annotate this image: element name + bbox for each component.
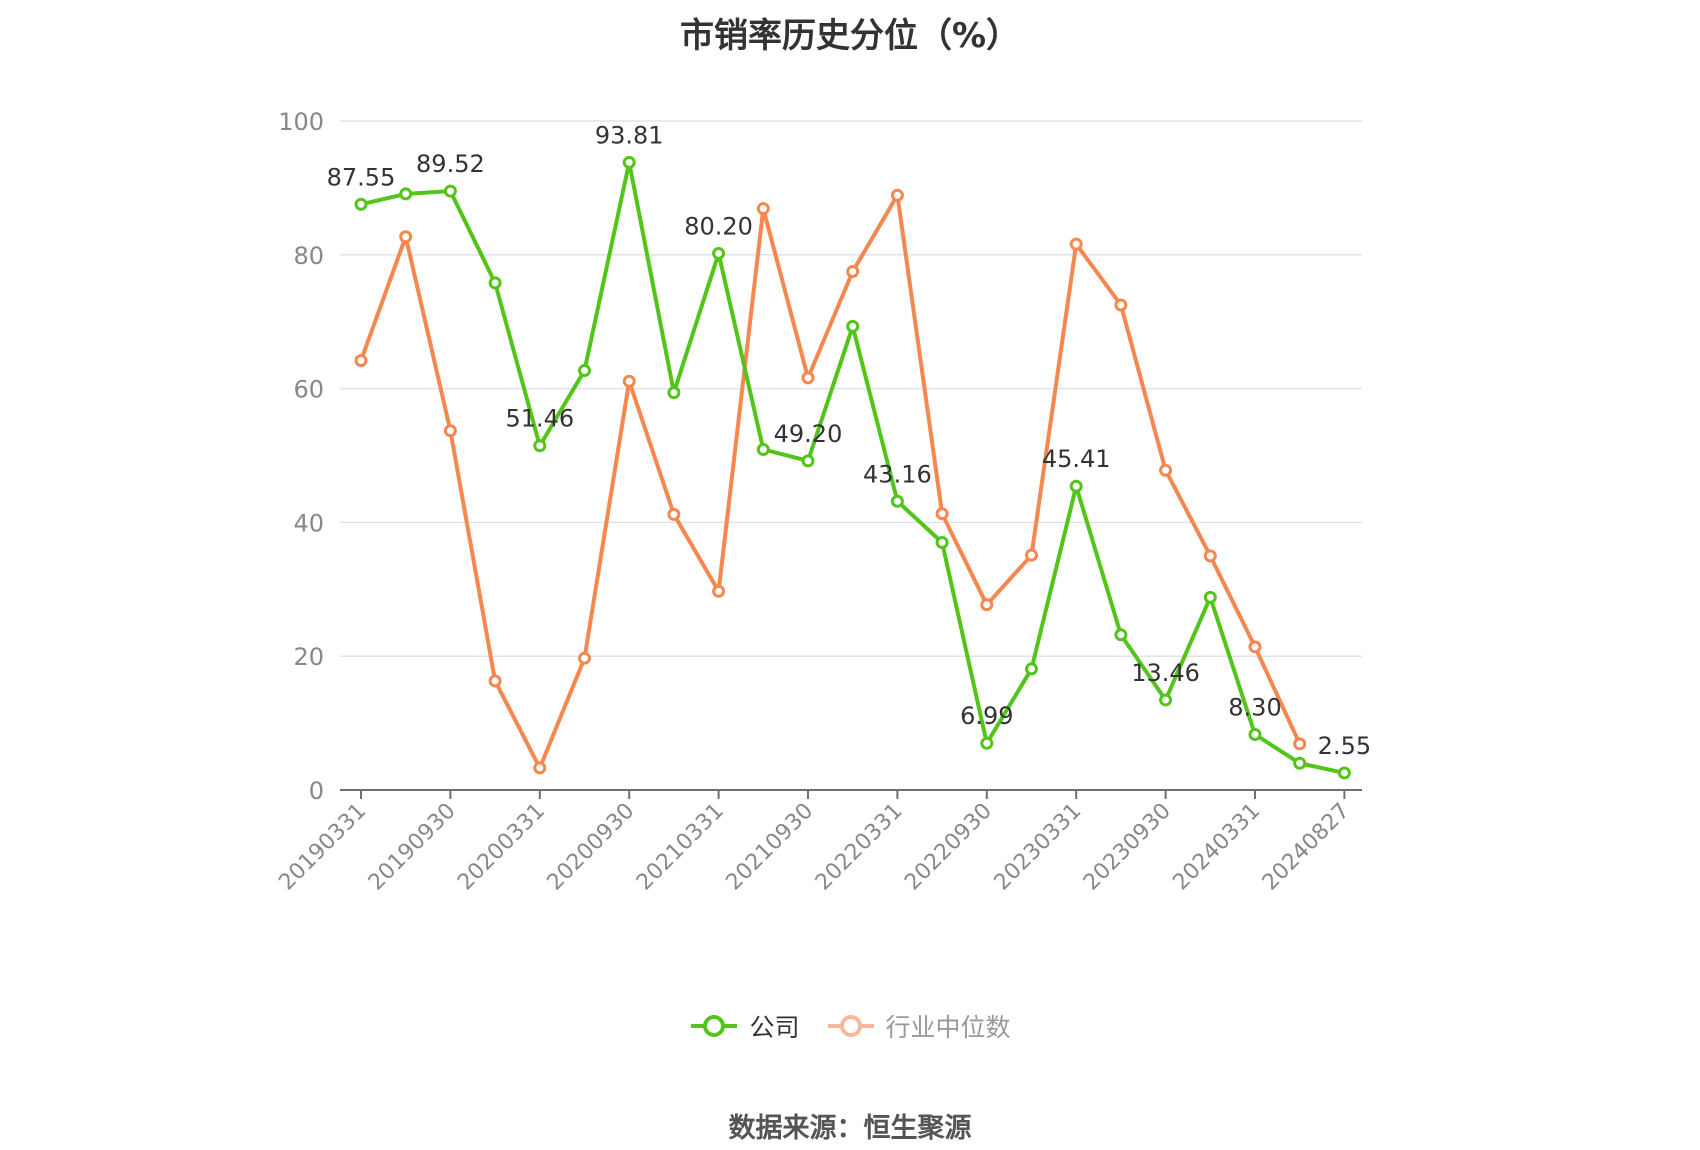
y-tick-label: 80 bbox=[293, 242, 324, 270]
data-point bbox=[1069, 237, 1083, 251]
data-point bbox=[1337, 766, 1351, 780]
y-tick-label: 60 bbox=[293, 376, 324, 404]
legend-company-label: 公司 bbox=[749, 1013, 800, 1042]
data-point bbox=[667, 386, 681, 400]
data-point bbox=[1025, 662, 1038, 676]
data-label: 8.30 bbox=[1228, 693, 1281, 721]
data-point bbox=[399, 187, 413, 201]
x-tick-label: 20200930 bbox=[543, 799, 640, 896]
x-tick-label: 20200331 bbox=[453, 799, 550, 896]
data-point bbox=[712, 246, 726, 260]
chart-title: 市销率历史分位（%） bbox=[679, 16, 1021, 56]
data-point bbox=[667, 507, 681, 521]
source-text: 数据来源：恒生聚源 bbox=[728, 1113, 972, 1144]
data-point bbox=[756, 202, 770, 216]
data-point bbox=[578, 364, 591, 378]
data-point bbox=[488, 276, 502, 290]
y-tick-label: 40 bbox=[293, 509, 324, 537]
data-label: 13.46 bbox=[1131, 659, 1200, 687]
x-tick-label: 20210930 bbox=[721, 799, 818, 896]
data-label: 43.16 bbox=[863, 460, 932, 488]
data-point bbox=[712, 584, 726, 598]
data-point bbox=[1248, 727, 1262, 741]
data-point bbox=[980, 736, 994, 750]
data-label: 93.81 bbox=[595, 121, 664, 149]
data-point bbox=[1114, 628, 1128, 642]
data-point bbox=[443, 184, 457, 198]
data-point bbox=[1203, 549, 1217, 563]
legend: 公司 行业中位数 bbox=[0, 1008, 1700, 1044]
data-point bbox=[756, 442, 770, 456]
data-point bbox=[801, 454, 815, 468]
data-labels: 87.55 89.52 51.46 93.81 80.20 49.20 43.16 6.99 4… bbox=[327, 121, 1371, 760]
legend-company-icon bbox=[691, 1015, 738, 1037]
series bbox=[354, 155, 1351, 780]
y-tick-label: 100 bbox=[278, 108, 324, 136]
legend-item-company[interactable]: 公司 bbox=[689, 1008, 800, 1044]
data-point bbox=[1159, 693, 1173, 707]
data-point bbox=[846, 265, 860, 279]
data-point bbox=[533, 439, 547, 453]
data-label: 89.52 bbox=[416, 150, 485, 178]
data-point bbox=[578, 651, 591, 665]
x-tick-label: 20210331 bbox=[632, 799, 729, 896]
x-tick-label: 20230331 bbox=[990, 799, 1087, 896]
data-label: 6.99 bbox=[960, 702, 1013, 730]
axes: 0 20 40 60 80 100 2019033120190930202003312020… bbox=[274, 108, 1362, 895]
data-point bbox=[1025, 548, 1038, 562]
x-tick-label: 20240331 bbox=[1168, 799, 1265, 896]
data-point bbox=[1114, 298, 1128, 312]
x-tick-label: 20190930 bbox=[364, 799, 461, 896]
data-point bbox=[980, 598, 994, 612]
x-tick-label: 20220331 bbox=[811, 799, 908, 896]
data-point bbox=[1293, 737, 1307, 751]
data-point bbox=[890, 188, 904, 202]
data-point bbox=[399, 230, 413, 244]
data-point bbox=[935, 507, 949, 521]
data-point bbox=[533, 761, 547, 775]
data-point bbox=[935, 535, 949, 549]
data-label: 2.55 bbox=[1318, 732, 1371, 760]
y-tick-label: 20 bbox=[293, 643, 324, 671]
data-point bbox=[1203, 590, 1217, 604]
data-point bbox=[488, 674, 502, 688]
data-point bbox=[443, 424, 457, 438]
data-label: 87.55 bbox=[327, 163, 396, 191]
x-tick-label: 20220930 bbox=[900, 799, 997, 896]
data-label: 51.46 bbox=[505, 405, 574, 433]
x-tick-label: 20230930 bbox=[1079, 799, 1176, 896]
data-point bbox=[354, 354, 368, 368]
data-point bbox=[354, 197, 368, 211]
data-point bbox=[846, 319, 860, 333]
data-point bbox=[1293, 756, 1307, 770]
data-point bbox=[1248, 640, 1262, 654]
legend-industry-icon bbox=[827, 1015, 874, 1037]
x-tick-label: 20190331 bbox=[274, 799, 371, 896]
data-point bbox=[1069, 479, 1083, 493]
data-label: 80.20 bbox=[684, 212, 753, 240]
data-label: 45.41 bbox=[1042, 445, 1111, 473]
grid-lines bbox=[340, 120, 1362, 657]
legend-industry-label: 行业中位数 bbox=[885, 1013, 1011, 1042]
data-point bbox=[622, 155, 636, 169]
data-label: 49.20 bbox=[774, 420, 843, 448]
data-point bbox=[890, 494, 904, 508]
data-point bbox=[622, 374, 636, 388]
y-tick-label: 0 bbox=[309, 777, 324, 805]
legend-item-industry[interactable]: 行业中位数 bbox=[826, 1008, 1011, 1044]
data-point bbox=[801, 371, 815, 385]
x-tick-label: 20240827 bbox=[1258, 799, 1355, 896]
data-point bbox=[1159, 463, 1173, 477]
series-line-industry bbox=[359, 193, 1302, 770]
